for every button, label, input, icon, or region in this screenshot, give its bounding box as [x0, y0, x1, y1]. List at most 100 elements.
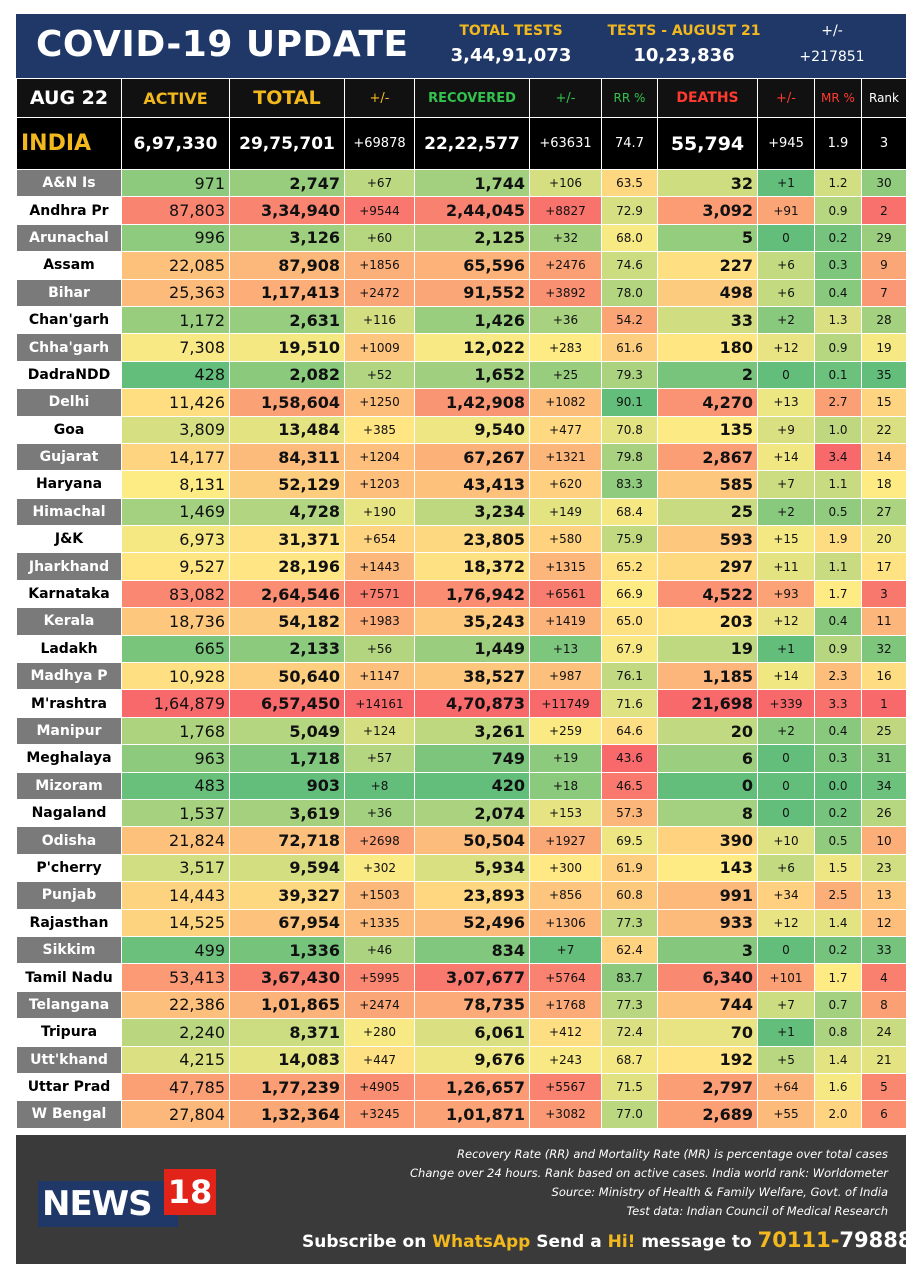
- cell-deaths: 4,270: [657, 388, 758, 417]
- cell-active: 1,172: [121, 305, 230, 335]
- india-active: 6,97,330: [121, 117, 230, 170]
- cell-active: 14,443: [121, 881, 230, 910]
- cell-recovered: 38,527: [414, 662, 530, 691]
- cell-recovered-change: +620: [529, 470, 602, 499]
- cell-total-change: +52: [344, 360, 415, 390]
- cell-total-change: +280: [344, 1018, 415, 1047]
- cell-active: 665: [121, 634, 230, 664]
- subscribe-text-1: Subscribe on: [302, 1232, 433, 1252]
- cell-total: 2,133: [229, 634, 345, 664]
- cell-recovered-change: +1927: [529, 826, 602, 855]
- cell-total: 1,17,413: [229, 278, 345, 307]
- cell-name: Jharkhand: [16, 552, 122, 581]
- cell-rank: 17: [861, 552, 907, 581]
- cell-recovered-change: +1082: [529, 388, 602, 417]
- cell-recovered-change: +106: [529, 168, 602, 198]
- cell-recovered-change: +412: [529, 1018, 602, 1047]
- cell-total-change: +8: [344, 771, 415, 800]
- cell-rr: 71.5: [601, 1072, 658, 1102]
- cell-deaths: 21,698: [657, 689, 758, 718]
- cell-rr: 78.0: [601, 278, 658, 307]
- cell-rr: 77.3: [601, 908, 658, 937]
- table-row: Goa 3,809 13,484 +385 9,540 +477 70.8 135 +9 1.0 2…: [16, 415, 907, 444]
- cell-rank: 31: [861, 744, 907, 773]
- cell-rr: 43.6: [601, 744, 658, 773]
- cell-deaths-change: +9: [757, 415, 815, 444]
- cell-rank: 10: [861, 826, 907, 855]
- cell-deaths: 6: [657, 744, 758, 773]
- cell-total-change: +57: [344, 744, 415, 773]
- cell-rank: 18: [861, 470, 907, 499]
- cell-deaths-change: +93: [757, 579, 815, 609]
- cell-total-change: +447: [344, 1045, 415, 1074]
- cell-recovered: 9,540: [414, 415, 530, 444]
- cell-name: Telangana: [16, 990, 122, 1020]
- cell-active: 9,527: [121, 552, 230, 581]
- cell-recovered: 1,01,871: [414, 1100, 530, 1129]
- cell-rr: 65.2: [601, 552, 658, 581]
- cell-recovered: 2,125: [414, 223, 530, 253]
- cell-deaths-change: +1: [757, 634, 815, 664]
- cell-rr: 74.6: [601, 251, 658, 280]
- cell-total: 2,082: [229, 360, 345, 390]
- cell-rank: 27: [861, 497, 907, 527]
- cell-total-change: +14161: [344, 689, 415, 718]
- subscribe-line: Subscribe on WhatsApp Send a Hi! message…: [302, 1228, 912, 1252]
- table-row: Punjab 14,443 39,327 +1503 23,893 +856 60.8 991…: [16, 881, 907, 910]
- cell-name: P'cherry: [16, 853, 122, 883]
- total-tests-value: 3,44,91,073: [450, 45, 572, 66]
- cell-total-change: +1250: [344, 388, 415, 417]
- footer-notes: Recovery Rate (RR) and Mortality Rate (M…: [410, 1145, 888, 1221]
- cell-name: A&N Is: [16, 168, 122, 198]
- cell-active: 47,785: [121, 1072, 230, 1102]
- cell-total-change: +56: [344, 634, 415, 664]
- cell-total: 1,01,865: [229, 990, 345, 1020]
- cell-recovered: 3,07,677: [414, 963, 530, 992]
- cell-active: 1,64,879: [121, 689, 230, 718]
- cell-total: 1,77,239: [229, 1072, 345, 1102]
- table-row: Utt'khand 4,215 14,083 +447 9,676 +243 68.7 192…: [16, 1045, 907, 1074]
- cell-total-change: +9544: [344, 196, 415, 225]
- table-row: Chha'garh 7,308 19,510 +1009 12,022 +283 61.6 1…: [16, 333, 907, 362]
- cell-recovered: 91,552: [414, 278, 530, 307]
- col-mr: MR %: [814, 78, 862, 118]
- cell-rank: 6: [861, 1100, 907, 1129]
- cell-deaths-change: +2: [757, 716, 815, 746]
- table-row: Uttar Prad 47,785 1,77,239 +4905 1,26,657 +55…: [16, 1072, 907, 1102]
- table-row: Sikkim 499 1,336 +46 834 +7 62.4 3 0 0.2 33: [16, 935, 907, 965]
- cell-rank: 28: [861, 305, 907, 335]
- cell-rr: 83.7: [601, 963, 658, 992]
- cell-rr: 75.9: [601, 525, 658, 554]
- cell-deaths: 6,340: [657, 963, 758, 992]
- cell-recovered-change: +1306: [529, 908, 602, 937]
- cell-recovered-change: +5764: [529, 963, 602, 992]
- cell-total: 84,311: [229, 442, 345, 472]
- page-title: COVID-19 UPDATE: [36, 24, 409, 65]
- cell-mr: 1.2: [814, 168, 862, 198]
- cell-total-change: +190: [344, 497, 415, 527]
- cell-deaths: 32: [657, 168, 758, 198]
- table-row: Nagaland 1,537 3,619 +36 2,074 +153 57.3 8 0 0.2 2…: [16, 798, 907, 828]
- cell-active: 18,736: [121, 607, 230, 636]
- cell-total-change: +5995: [344, 963, 415, 992]
- cell-mr: 1.7: [814, 963, 862, 992]
- cell-deaths: 744: [657, 990, 758, 1020]
- total-tests-label: TOTAL TESTS: [459, 23, 563, 39]
- cell-total: 1,718: [229, 744, 345, 773]
- table-row: Tripura 2,240 8,371 +280 6,061 +412 72.4 70 +1 0.…: [16, 1018, 907, 1047]
- cell-rank: 34: [861, 771, 907, 800]
- cell-total: 67,954: [229, 908, 345, 937]
- cell-recovered-change: +25: [529, 360, 602, 390]
- cell-rank: 21: [861, 1045, 907, 1074]
- cell-deaths: 933: [657, 908, 758, 937]
- cell-deaths: 3: [657, 935, 758, 965]
- cell-deaths: 2,867: [657, 442, 758, 472]
- tests-change-stat: +/- +217851: [794, 23, 870, 65]
- cell-active: 3,809: [121, 415, 230, 444]
- cell-name: Himachal: [16, 497, 122, 527]
- cell-deaths-change: +2: [757, 305, 815, 335]
- cell-deaths-change: +6: [757, 251, 815, 280]
- cell-recovered-change: +32: [529, 223, 602, 253]
- col-total-change: +/-: [344, 78, 415, 118]
- table-row: Chan'garh 1,172 2,631 +116 1,426 +36 54.2 33 +2 1…: [16, 305, 907, 335]
